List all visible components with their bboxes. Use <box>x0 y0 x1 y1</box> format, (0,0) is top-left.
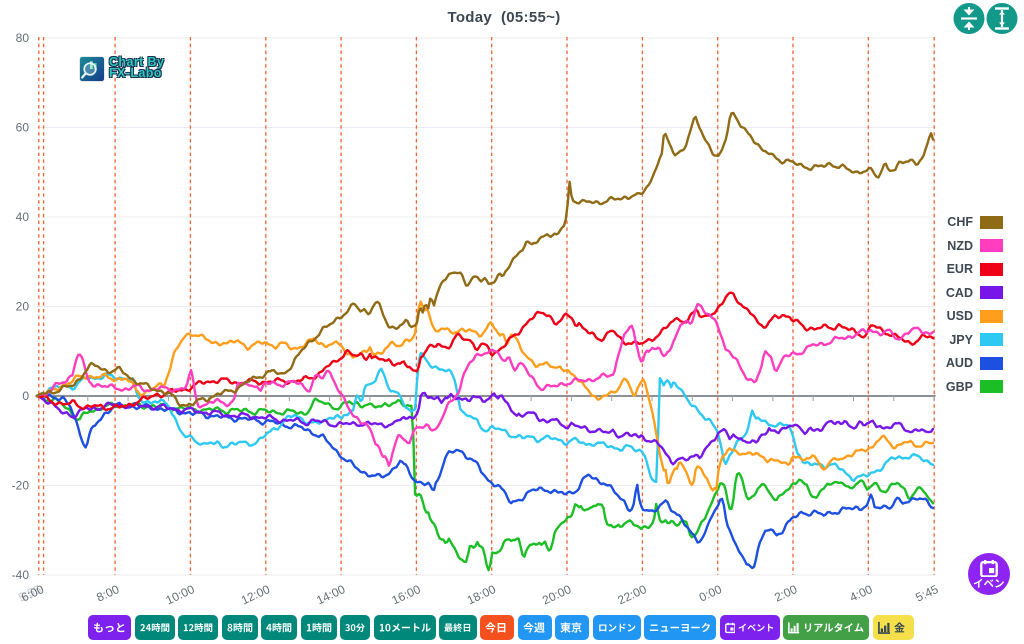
svg-text:60: 60 <box>16 121 30 135</box>
svg-text:20: 20 <box>16 300 30 314</box>
svg-text:-40: -40 <box>12 568 30 582</box>
svg-text:12:00: 12:00 <box>239 582 272 608</box>
svg-text:8:00: 8:00 <box>94 582 121 605</box>
svg-text:40: 40 <box>16 210 30 224</box>
svg-text:80: 80 <box>16 31 30 45</box>
svg-text:6:00: 6:00 <box>19 582 46 605</box>
svg-text:2:00: 2:00 <box>772 582 799 605</box>
svg-text:4:00: 4:00 <box>847 582 874 605</box>
svg-text:22:00: 22:00 <box>616 582 649 608</box>
svg-text:-20: -20 <box>12 479 30 493</box>
svg-text:0: 0 <box>22 389 29 403</box>
svg-text:5:45: 5:45 <box>913 582 940 605</box>
svg-text:18:00: 18:00 <box>465 582 498 608</box>
svg-text:14:00: 14:00 <box>314 582 347 608</box>
svg-text:16:00: 16:00 <box>390 582 423 608</box>
svg-text:0:00: 0:00 <box>697 582 724 605</box>
svg-text:10:00: 10:00 <box>164 582 197 608</box>
svg-text:20:00: 20:00 <box>540 582 573 608</box>
